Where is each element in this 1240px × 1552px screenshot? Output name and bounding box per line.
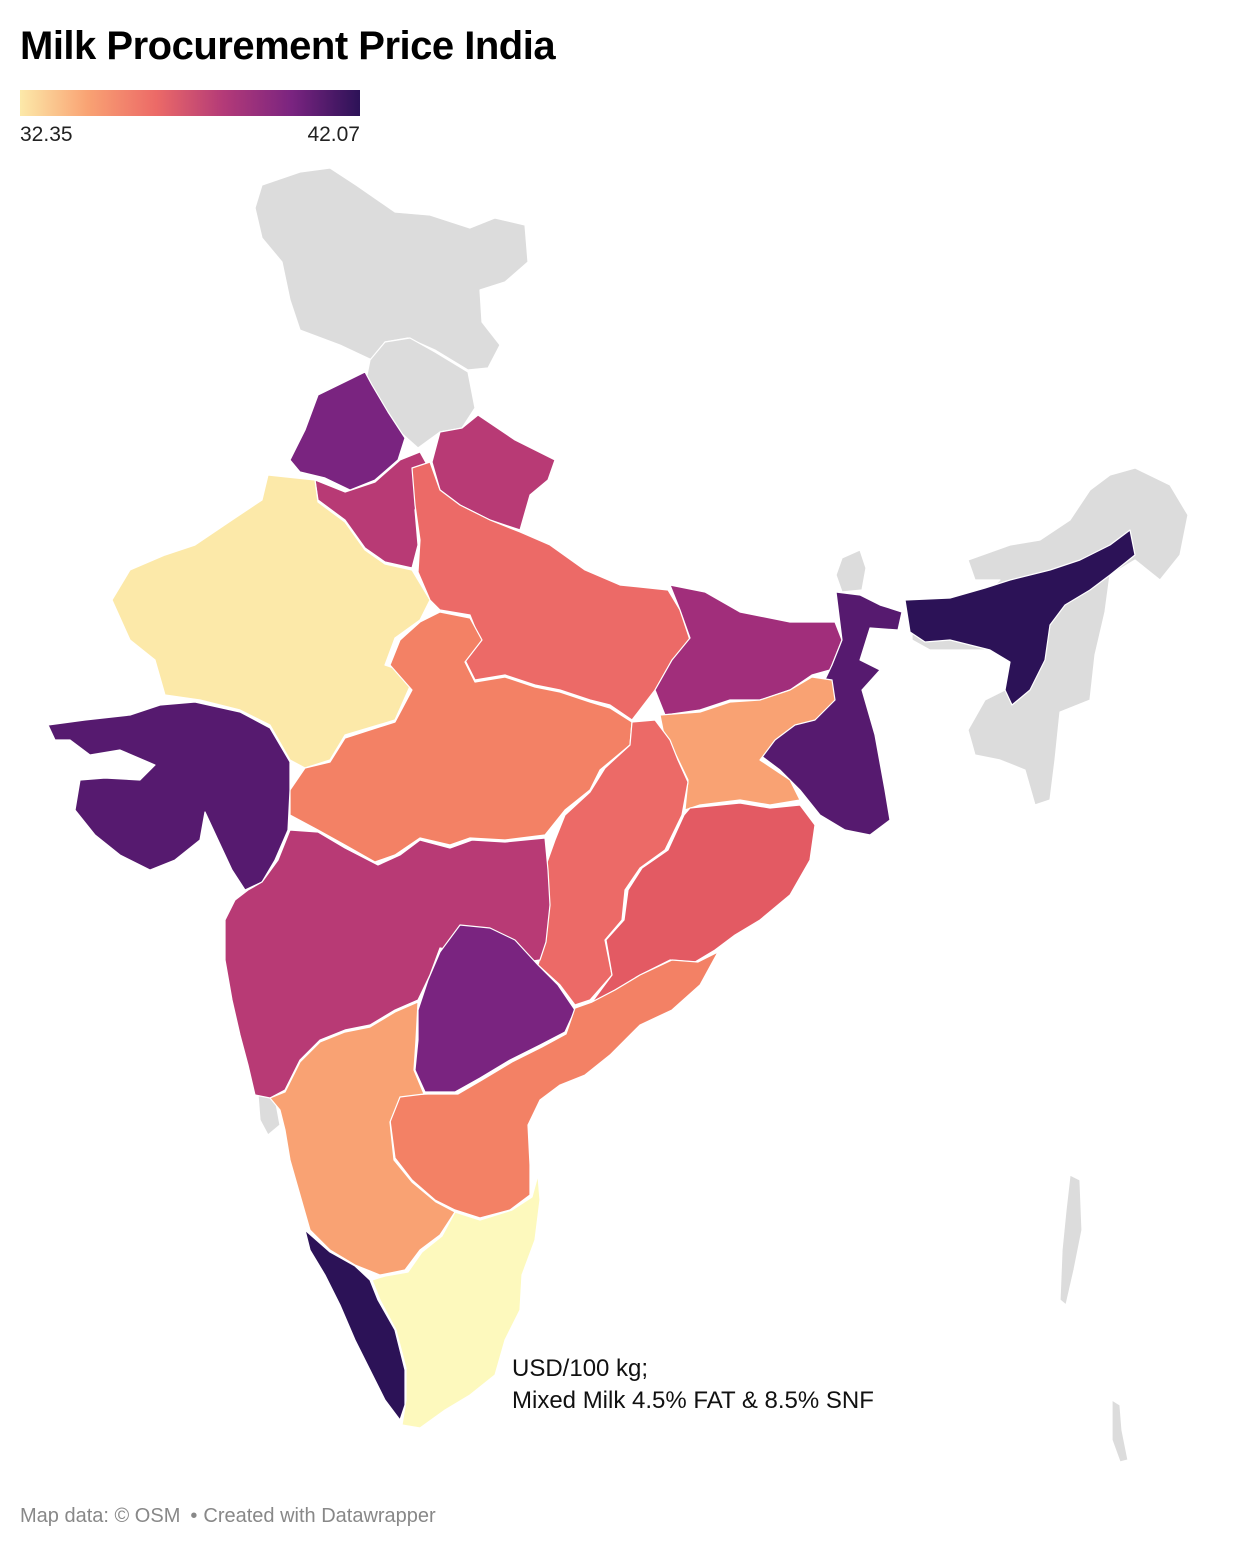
region-andaman-nicobar[interactable] <box>1059 1174 1129 1463</box>
map-data-credit: Map data: © OSM <box>20 1505 181 1527</box>
region-haryana[interactable] <box>314 451 431 569</box>
region-madhya-pradesh[interactable] <box>289 611 633 863</box>
region-andhra-pradesh[interactable] <box>389 951 719 1219</box>
region-jharkhand[interactable] <box>659 676 836 811</box>
region-sikkim[interactable] <box>835 549 867 593</box>
region-chhattisgarh[interactable] <box>537 719 689 1006</box>
annotation-unit: USD/100 kg; <box>512 1355 649 1382</box>
created-with-link[interactable]: Created with Datawrapper <box>203 1505 436 1527</box>
region-rajasthan[interactable] <box>111 474 431 769</box>
region-karnataka[interactable] <box>269 1001 456 1276</box>
region-kerala[interactable] <box>304 1229 406 1421</box>
legend-max-label: 42.07 <box>307 123 360 146</box>
region-tamil-nadu[interactable] <box>371 1174 541 1429</box>
region-jammu-kashmir-ladakh[interactable] <box>254 167 529 371</box>
footer: Map data: © OSM • Created with Datawrapper <box>20 1505 436 1528</box>
region-odisha[interactable] <box>591 802 816 1003</box>
region-uttar-pradesh[interactable] <box>411 461 691 721</box>
color-legend: 32.35 42.07 <box>20 90 360 149</box>
region-assam[interactable] <box>904 529 1136 706</box>
map-annotation: USD/100 kg; Mixed Milk 4.5% FAT & 8.5% S… <box>512 1353 874 1417</box>
region-punjab[interactable] <box>289 371 406 491</box>
annotation-description: Mixed Milk 4.5% FAT & 8.5% SNF <box>512 1387 874 1414</box>
region-gujarat[interactable] <box>47 701 291 891</box>
legend-min-label: 32.35 <box>20 123 73 146</box>
region-telangana[interactable] <box>414 924 576 1093</box>
legend-gradient-bar <box>20 90 360 116</box>
india-choropleth-map <box>47 167 1189 1463</box>
footer-separator: • <box>190 1505 198 1527</box>
map-title: Milk Procurement Price India <box>20 24 556 68</box>
